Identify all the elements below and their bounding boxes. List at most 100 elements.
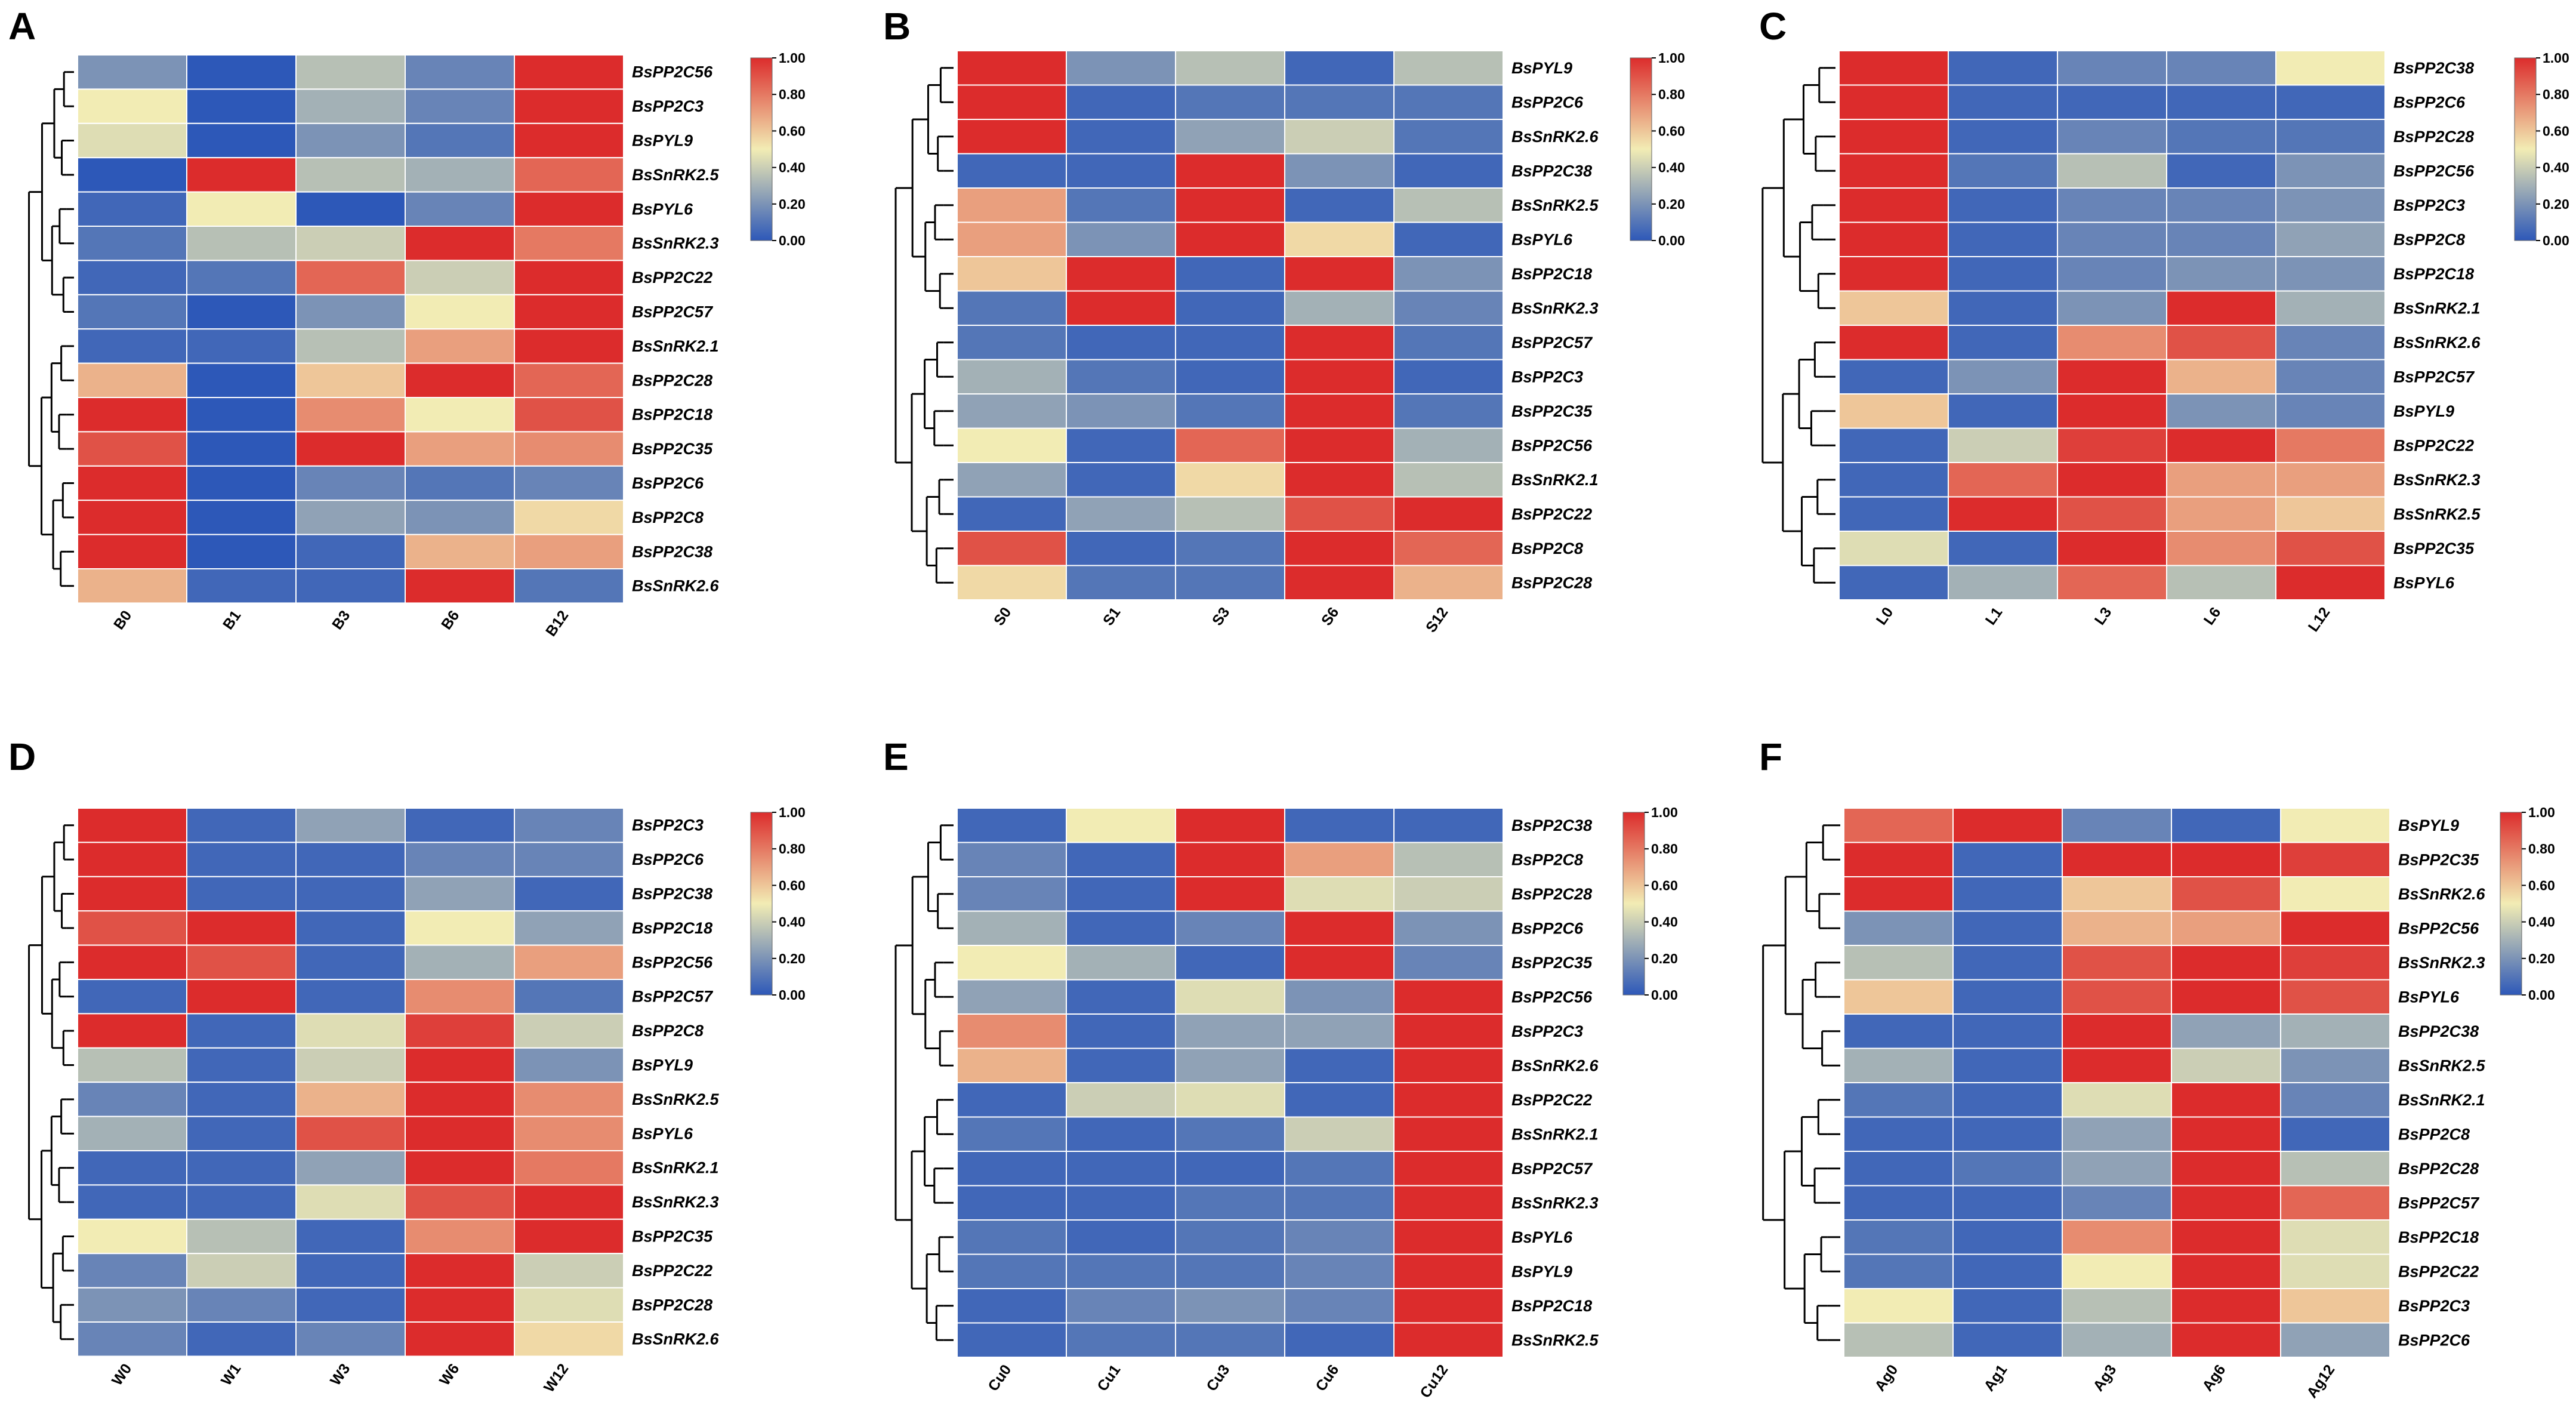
heatmap-cell — [77, 397, 187, 433]
heatmap-cell — [2057, 565, 2167, 600]
heatmap-cell — [1843, 1219, 1954, 1255]
heatmap-cell — [1393, 84, 1504, 120]
heatmap-cell — [405, 431, 515, 467]
colorbar-tick-label: 1.00 — [779, 805, 806, 820]
colorbar-tick-label: 0.40 — [1651, 914, 1678, 930]
heatmap-cell — [295, 944, 406, 980]
heatmap-cell — [1066, 565, 1176, 600]
heatmap-cell — [1393, 393, 1504, 429]
heatmap-cell — [186, 1047, 297, 1083]
heatmap-cell — [186, 122, 297, 159]
heatmap-cell — [1393, 565, 1504, 600]
heatmap-cells — [77, 808, 624, 1357]
heatmap-cell — [1284, 842, 1395, 877]
heatmap-cell — [1066, 1047, 1176, 1083]
gene-label: BsPP2C38 — [2393, 59, 2474, 77]
heatmap-cell — [1175, 119, 1285, 155]
heatmap-cell — [77, 944, 187, 980]
heatmap-cell — [1393, 910, 1504, 946]
heatmap-cell — [2171, 1288, 2281, 1324]
heatmap-cell — [957, 359, 1067, 395]
heatmap-cell — [2062, 808, 2172, 843]
gene-label: BsPP2C22 — [632, 1262, 712, 1280]
panel-letter: C — [1759, 5, 1787, 48]
heatmap-cell — [1838, 221, 1949, 257]
sample-label: Ag0 — [1871, 1361, 1901, 1394]
heatmap-panel-a: A BsPP2C56 BsPP2C3 BsPYL9 BsSnRK2.5 BsPYL6 BsS… — [8, 5, 806, 639]
heatmap-cell — [1948, 50, 2058, 86]
gene-label: BsPP2C38 — [2398, 1022, 2479, 1040]
heatmap-cell — [1284, 256, 1395, 292]
heatmap-cell — [295, 1116, 406, 1151]
heatmap-cell — [2280, 808, 2390, 843]
heatmap-cell — [2280, 842, 2390, 877]
heatmap-cell — [1066, 842, 1176, 877]
heatmap-cell — [514, 362, 624, 398]
heatmap-cell — [405, 944, 515, 980]
heatmap-cell — [1175, 979, 1285, 1015]
heatmap-cell — [405, 157, 515, 193]
gene-label: BsPYL9 — [1511, 59, 1572, 77]
gene-label: BsPP2C56 — [632, 953, 713, 971]
colorbar-tick-label: 0.80 — [779, 841, 806, 856]
heatmap-cell — [295, 362, 406, 398]
heatmap-cell — [186, 1184, 297, 1220]
heatmap-cells — [957, 50, 1504, 600]
heatmap-cell — [1284, 359, 1395, 395]
heatmap-cell — [295, 1081, 406, 1117]
gene-label: BsPP2C6 — [2398, 1331, 2470, 1349]
colorbar — [2514, 57, 2537, 241]
heatmap-cell — [2057, 427, 2167, 463]
heatmap-cell — [1393, 290, 1504, 326]
row-dendrogram — [28, 71, 74, 587]
heatmap-cell — [1393, 842, 1504, 877]
heatmap-cell — [1948, 290, 2058, 326]
heatmap-cell — [1393, 1185, 1504, 1221]
heatmap-cell — [1284, 1151, 1395, 1187]
heatmap-cell — [1948, 496, 2058, 532]
heatmap-cell — [2280, 1185, 2390, 1221]
heatmap-cell — [1843, 1253, 1954, 1289]
sample-label: B6 — [438, 608, 462, 633]
heatmap-cell — [2062, 842, 2172, 877]
colorbar-tick-label: 0.60 — [779, 123, 806, 138]
heatmap-cell — [1843, 979, 1954, 1015]
heatmap-cell — [1393, 359, 1504, 395]
gene-label: BsSnRK2.1 — [2398, 1091, 2485, 1109]
heatmap-cell — [186, 534, 297, 569]
heatmap-cell — [957, 1288, 1067, 1324]
heatmap-cells — [77, 54, 624, 604]
heatmap-cell — [1843, 1013, 1954, 1049]
heatmap-cell — [2275, 221, 2386, 257]
heatmap-cell — [295, 1218, 406, 1255]
heatmap-cell — [2280, 979, 2390, 1015]
colorbar-tick-label: 0.40 — [779, 914, 806, 930]
heatmap-cell — [295, 465, 406, 501]
gene-label: BsSnRK2.3 — [1511, 299, 1599, 317]
heatmap-cell — [295, 876, 406, 912]
heatmap-cell — [2057, 50, 2167, 86]
gene-label: BsPP2C3 — [2398, 1297, 2470, 1315]
sample-label: S3 — [1209, 604, 1233, 628]
colorbar-tick-label: 0.00 — [1658, 233, 1685, 248]
heatmap-cell — [1843, 842, 1954, 877]
heatmap-cell — [2166, 187, 2276, 223]
heatmap-cell — [2057, 462, 2167, 498]
heatmap-cell — [1284, 50, 1395, 86]
heatmap-cell — [2275, 50, 2386, 86]
heatmap-cell — [514, 465, 624, 501]
heatmap-cell — [2171, 979, 2281, 1015]
heatmap-cell — [2057, 153, 2167, 189]
heatmap-cell — [1066, 153, 1176, 189]
heatmap-cell — [77, 226, 187, 261]
heatmap-cell — [1284, 325, 1395, 360]
heatmap-cell — [514, 568, 624, 604]
heatmap-cell — [1175, 1013, 1285, 1049]
gene-label: BsPP2C18 — [632, 919, 712, 937]
heatmap-cell — [2166, 256, 2276, 292]
gene-label: BsPP2C57 — [2393, 368, 2475, 386]
heatmap-cell — [2062, 979, 2172, 1015]
gene-label: BsPP2C57 — [632, 303, 714, 321]
heatmap-cell — [1284, 565, 1395, 600]
gene-label: BsSnRK2.6 — [632, 577, 720, 595]
